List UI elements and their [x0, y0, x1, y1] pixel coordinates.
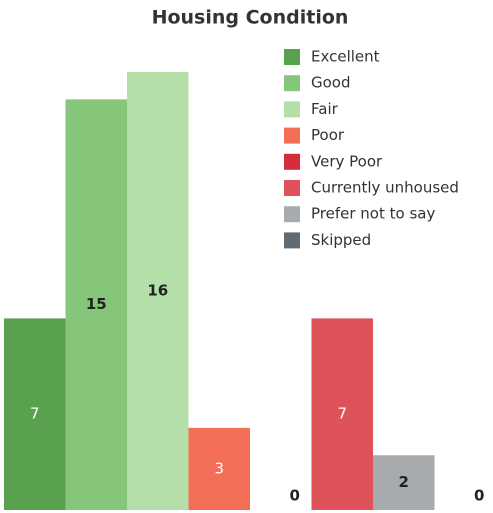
data-label: 7	[30, 405, 40, 423]
bar	[65, 99, 127, 510]
legend-label: Skipped	[311, 231, 371, 249]
data-label: 7	[337, 405, 347, 423]
legend-swatch	[284, 101, 300, 118]
legend-swatch	[284, 206, 300, 223]
legend-swatch	[284, 127, 300, 144]
bar	[127, 72, 189, 510]
legend-label: Currently unhoused	[311, 179, 459, 197]
legend-label: Very Poor	[311, 152, 383, 170]
chart-title: Housing Condition	[152, 7, 349, 29]
data-label: 0	[290, 487, 300, 505]
data-label: 0	[474, 487, 484, 505]
data-label: 2	[399, 473, 409, 491]
data-label: 3	[214, 459, 224, 477]
legend-label: Excellent	[311, 48, 380, 66]
legend-label: Poor	[311, 126, 345, 144]
legend-swatch	[284, 153, 300, 170]
legend-label: Good	[311, 74, 351, 92]
bar	[311, 318, 373, 510]
data-label: 15	[86, 295, 107, 313]
legend-swatch	[284, 49, 300, 65]
bar	[373, 455, 435, 510]
legend-label: Fair	[311, 100, 339, 118]
legend-swatch	[284, 75, 300, 92]
bar	[188, 427, 250, 510]
legend-swatch	[284, 232, 300, 249]
bar	[4, 318, 66, 510]
legend-label: Prefer not to say	[311, 205, 435, 223]
data-label: 16	[147, 282, 168, 300]
legend-swatch	[284, 180, 300, 196]
